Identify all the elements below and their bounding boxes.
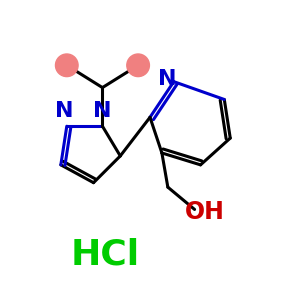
Text: OH: OH xyxy=(185,200,225,224)
Text: HCl: HCl xyxy=(71,237,140,271)
Text: N: N xyxy=(55,101,73,121)
Text: N: N xyxy=(93,101,112,121)
Circle shape xyxy=(56,54,78,76)
Text: N: N xyxy=(158,69,176,89)
Circle shape xyxy=(127,54,149,76)
